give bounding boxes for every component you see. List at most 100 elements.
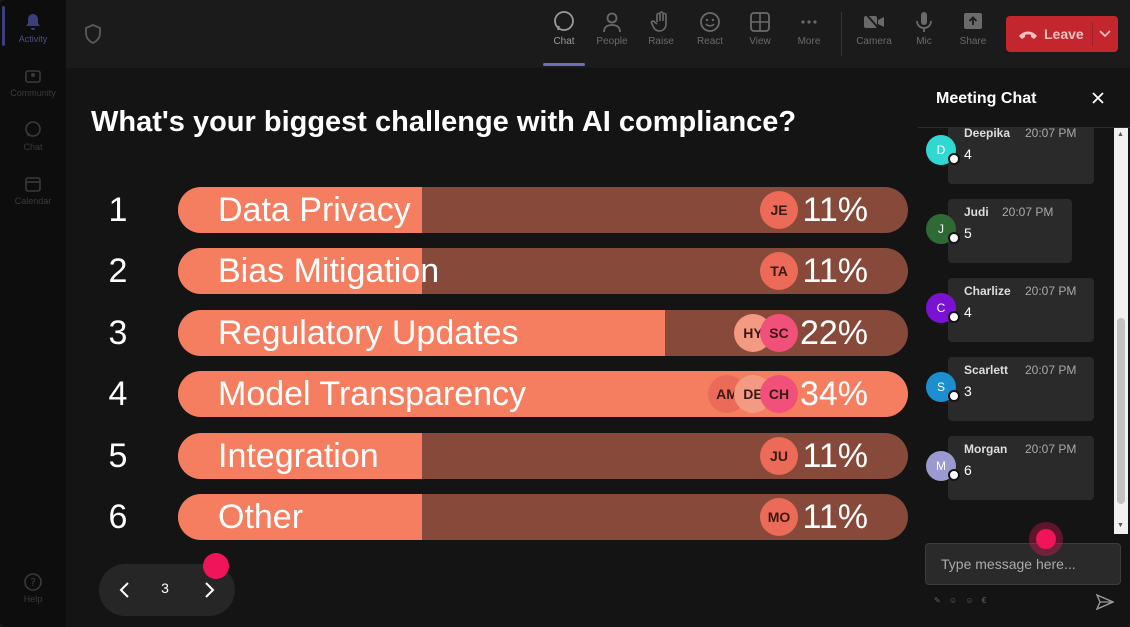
option-bar-fill	[178, 187, 422, 233]
toolbar-share-button[interactable]: Share	[951, 10, 995, 47]
hang-up-icon	[1019, 31, 1037, 39]
presence-status	[948, 311, 960, 323]
meeting-toolbar: Chat People Raise React View More Camera	[66, 0, 1130, 68]
leave-button[interactable]: Leave	[1006, 16, 1118, 52]
message-text: 4	[964, 146, 972, 162]
option-label: Data Privacy	[218, 191, 411, 229]
scroll-down-icon[interactable]: ▼	[1117, 522, 1124, 529]
option-number: 5	[108, 437, 128, 475]
toolbar-react-button[interactable]: React	[688, 10, 732, 47]
rail-label: Activity	[18, 34, 48, 44]
toolbar-more-button[interactable]: More	[787, 10, 831, 47]
voter-avatar: JE	[760, 191, 798, 229]
poll-question: What's your biggest challenge with AI co…	[91, 106, 797, 138]
hand-icon	[650, 11, 667, 32]
toolbar-people-button[interactable]: People	[590, 10, 634, 47]
toolbar-label: View	[749, 36, 771, 47]
option-percentage: 11%	[802, 252, 868, 290]
sender-name: Deepika	[964, 128, 1011, 140]
toolbar-label: Raise	[648, 36, 674, 47]
composer-toolbar[interactable]: ✎ ☺ ☺ €	[934, 596, 990, 605]
toolbar-raise-button[interactable]: Raise	[639, 10, 683, 47]
poll-option-row: 5 Integration JU 11%	[66, 433, 918, 479]
sender-name: Judi	[964, 205, 989, 219]
shield-icon	[85, 24, 101, 44]
chat-message-input[interactable]	[925, 543, 1121, 585]
option-bar: Data Privacy JE 11%	[178, 187, 908, 233]
svg-text:?: ?	[30, 576, 36, 589]
leave-label: Leave	[1044, 26, 1084, 42]
message-bubble: Morgan 20:07 PM 6	[948, 436, 1094, 500]
chat-icon	[25, 121, 41, 137]
chevron-down-icon[interactable]	[1098, 27, 1112, 41]
bell-icon	[26, 14, 40, 30]
option-bar-fill	[178, 433, 422, 479]
close-icon[interactable]	[1090, 90, 1106, 106]
chat-scrollbar[interactable]: ▲ ▼	[1114, 128, 1128, 534]
rail-item-community[interactable]: Community	[0, 66, 66, 98]
option-number: 6	[108, 498, 128, 536]
meeting-chat-panel: Meeting Chat Deepika 20:07 PM 4 D Judi 20:07 …	[918, 68, 1130, 627]
message-time: 20:07 PM	[1025, 363, 1077, 377]
toolbar-mic-button[interactable]: Mic	[902, 10, 946, 47]
option-bar: Regulatory Updates HY SC 22%	[178, 310, 908, 356]
voter-avatar: TA	[760, 252, 798, 290]
message-text: 4	[964, 304, 972, 320]
option-percentage: 22%	[799, 314, 868, 352]
option-bar-fill	[178, 310, 665, 356]
click-indicator	[203, 553, 229, 579]
option-bar: Model Transparency AM DE CH 34%	[178, 371, 908, 417]
toolbar-label: React	[696, 36, 724, 47]
toolbar-label: Chat	[553, 36, 575, 47]
option-label: Other	[218, 498, 304, 536]
chat-message: Scarlett 20:07 PM 3 S	[918, 357, 1114, 423]
voter-avatar: MO	[760, 498, 798, 536]
option-bar: Bias Mitigation TA 11%	[178, 248, 908, 294]
rail-item-chat[interactable]: Chat	[0, 120, 66, 152]
option-label: Bias Mitigation	[218, 252, 440, 290]
option-percentage: 34%	[799, 375, 868, 413]
option-number: 1	[108, 191, 128, 229]
rail-item-activity[interactable]: Activity	[0, 12, 66, 44]
option-bar: Other MO 11%	[178, 494, 908, 540]
message-time: 20:07 PM	[1025, 442, 1077, 456]
rail-item-help[interactable]: ? Help	[0, 572, 66, 604]
chat-message: Judi 20:07 PM 5 J	[918, 199, 1114, 265]
option-label: Regulatory Updates	[218, 314, 519, 352]
send-icon[interactable]	[1096, 593, 1114, 611]
chevron-right-icon[interactable]	[197, 578, 221, 602]
chevron-left-icon[interactable]	[113, 578, 137, 602]
calendar-icon	[25, 177, 41, 192]
toolbar-view-button[interactable]: View	[738, 10, 782, 47]
chat-messages[interactable]: Deepika 20:07 PM 4 D Judi 20:07 PM 5 J Charlize 2…	[918, 128, 1114, 534]
option-label: Model Transparency	[218, 375, 527, 413]
scroll-thumb[interactable]	[1117, 318, 1125, 504]
scroll-up-icon[interactable]: ▲	[1117, 131, 1124, 138]
rail-label: Chat	[23, 142, 43, 152]
grid-icon	[750, 12, 770, 32]
message-time: 20:07 PM	[1025, 284, 1077, 298]
help-icon: ?	[24, 573, 42, 591]
click-indicator	[1029, 522, 1063, 556]
rail-item-calendar[interactable]: Calendar	[0, 174, 66, 206]
presence-status	[948, 469, 960, 481]
rail-label: Calendar	[14, 196, 52, 206]
message-bubble: Judi 20:07 PM 5	[948, 199, 1072, 263]
presence-status	[948, 153, 960, 165]
chat-title: Meeting Chat	[936, 90, 1037, 107]
toolbar-label: Mic	[916, 36, 932, 47]
toolbar-label: Share	[959, 36, 987, 47]
voter-avatar: CH	[760, 375, 798, 413]
message-time: 20:07 PM	[1025, 128, 1077, 140]
chat-message: Charlize 20:07 PM 4 C	[918, 278, 1114, 344]
toolbar-chat-button[interactable]: Chat	[542, 10, 586, 47]
sender-name: Morgan	[964, 442, 1008, 456]
poll-option-row: 1 Data Privacy JE 11%	[66, 187, 918, 233]
rail-label: Help	[23, 594, 43, 604]
toolbar-label: Camera	[856, 36, 892, 47]
toolbar-camera-button[interactable]: Camera	[852, 10, 896, 47]
sender-name: Scarlett	[964, 363, 1009, 377]
toolbar-label: People	[596, 36, 628, 47]
community-icon	[25, 70, 41, 83]
message-text: 6	[964, 462, 972, 478]
